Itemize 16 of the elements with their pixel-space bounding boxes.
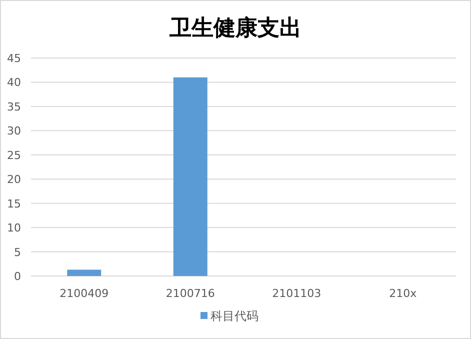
chart-title: 卫生健康支出	[168, 15, 302, 40]
y-tick-label: 40	[7, 76, 21, 90]
y-tick-label: 15	[7, 197, 21, 210]
x-tick-label: 210x	[389, 287, 418, 300]
x-tick-label: 2100409	[60, 287, 109, 300]
y-tick-label: 30	[7, 124, 21, 138]
x-tick-label: 2101103	[272, 287, 322, 300]
legend-label: 科目代码	[210, 309, 258, 323]
x-tick-label: 2100716	[166, 287, 215, 300]
y-tick-label: 20	[7, 173, 21, 186]
y-tick-label: 25	[7, 148, 21, 162]
y-tick-label: 5	[14, 246, 21, 259]
y-tick-label: 35	[7, 100, 21, 114]
y-tick-label: 10	[7, 222, 21, 235]
y-tick-label: 0	[14, 270, 21, 283]
y-tick-label: 45	[7, 52, 21, 65]
